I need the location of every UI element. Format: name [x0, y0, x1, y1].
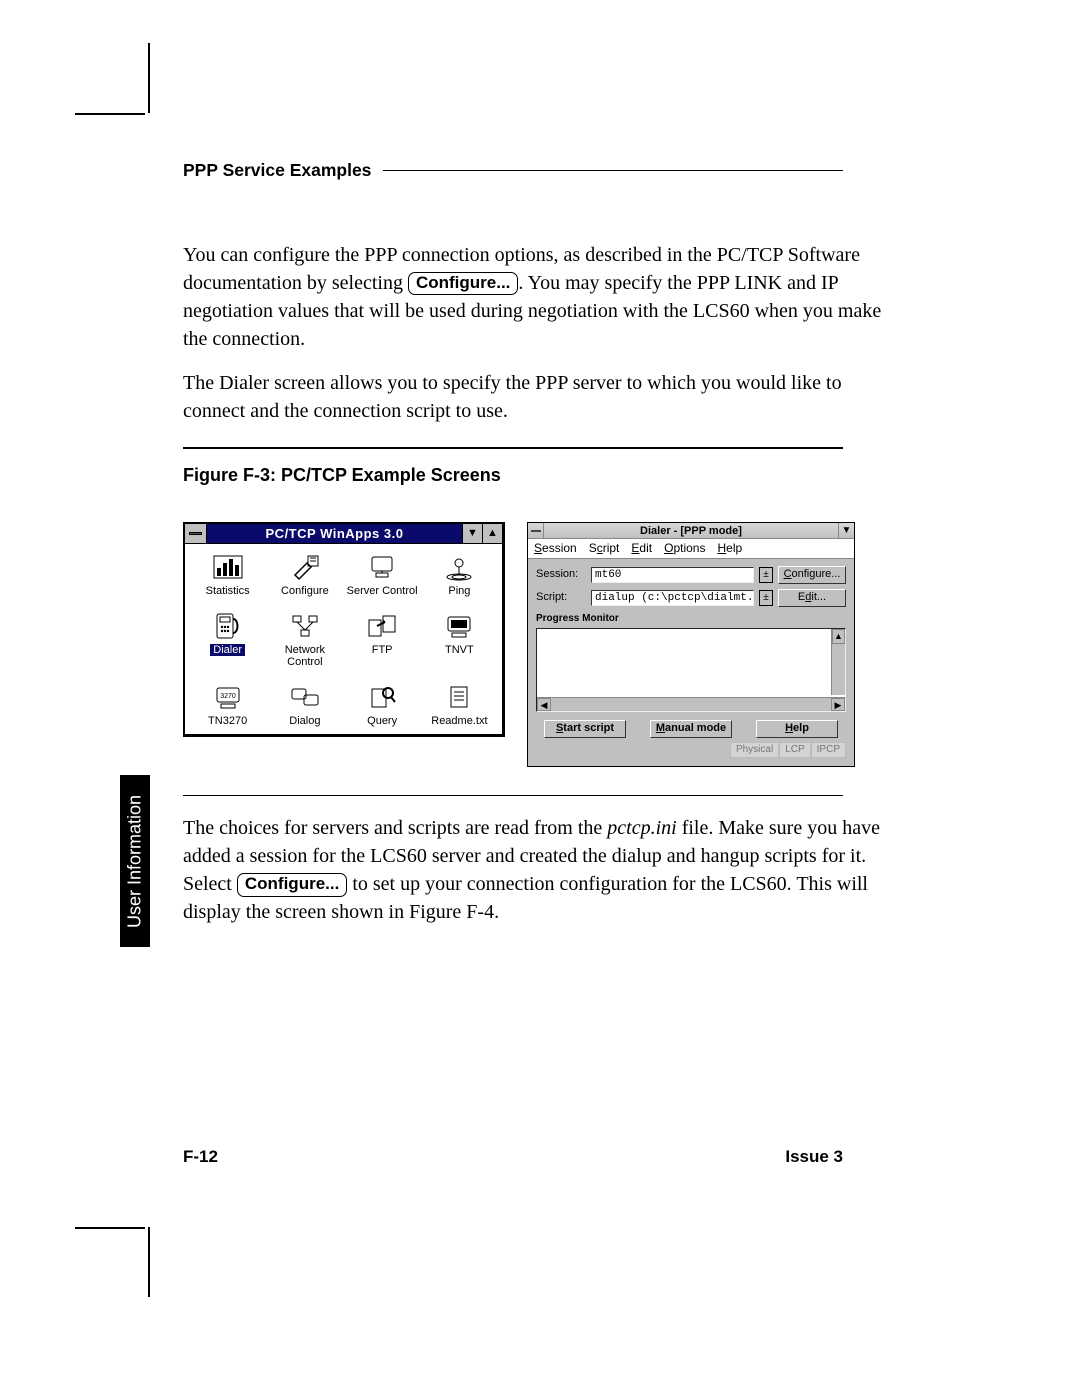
dialer-title: Dialer - [PPP mode] [544, 523, 838, 538]
app-icon-tn3270[interactable]: 3270 TN3270 [189, 682, 266, 727]
icon-label: Statistics [206, 585, 250, 597]
app-icon-dialog[interactable]: Dialog [266, 682, 343, 727]
app-icon-dialer[interactable]: Dialer [189, 611, 266, 668]
paragraph-3: The choices for servers and scripts are … [183, 814, 888, 926]
session-field[interactable]: mt60 [591, 567, 754, 583]
icon-label: Query [367, 715, 397, 727]
vertical-scrollbar[interactable] [831, 629, 845, 695]
session-dropdown-button[interactable]: ± [759, 567, 773, 583]
configure-inline-button-2: Configure... [237, 873, 347, 896]
dialer-window: Dialer - [PPP mode] ▼ Session Script Edi… [527, 522, 855, 767]
paragraph-2: The Dialer screen allows you to specify … [183, 369, 888, 425]
figure-top-rule [183, 447, 843, 449]
script-field[interactable]: dialup (c:\pctcp\dialmt.scr) [591, 590, 754, 606]
tab-physical[interactable]: Physical [730, 742, 779, 758]
figure-f3: PC/TCP WinApps 3.0 ▼ ▲ Statistics Config… [183, 522, 888, 767]
menu-script[interactable]: Script [589, 540, 620, 557]
system-menu-icon[interactable] [528, 523, 544, 538]
app-icon-server-control[interactable]: Server Control [344, 552, 421, 597]
menu-session[interactable]: Session [534, 540, 577, 557]
svg-text:3270: 3270 [220, 693, 236, 700]
icon-label: Configure [281, 585, 329, 597]
pctcp-ini-filename: pctcp.ini [607, 817, 676, 839]
app-icon-query[interactable]: Query [344, 682, 421, 727]
dialer-titlebar: Dialer - [PPP mode] ▼ [528, 523, 854, 539]
app-icon-network-control[interactable]: Network Control [266, 611, 343, 668]
icon-label: Readme.txt [431, 715, 487, 727]
winapps-window: PC/TCP WinApps 3.0 ▼ ▲ Statistics Config… [183, 522, 505, 736]
maximize-button[interactable]: ▲ [482, 524, 502, 543]
start-script-button[interactable]: Start script [544, 720, 626, 738]
header-rule [383, 170, 843, 171]
tab-ipcp[interactable]: IPCP [811, 742, 846, 758]
app-icon-ping[interactable]: Ping [421, 552, 498, 597]
configure-inline-button: Configure... [408, 272, 518, 295]
page-number: F-12 [183, 1147, 218, 1167]
app-icon-ftp[interactable]: FTP [344, 611, 421, 668]
figure-caption: Figure F-3: PC/TCP Example Screens [183, 463, 888, 488]
help-button[interactable]: Help [756, 720, 838, 738]
status-tabs: Physical LCP IPCP [536, 742, 846, 758]
edit-button[interactable]: Edit... [778, 589, 846, 607]
icon-label: Dialog [289, 715, 320, 727]
icon-label: FTP [372, 644, 393, 656]
minimize-button[interactable]: ▼ [838, 523, 854, 538]
app-icon-readme[interactable]: Readme.txt [421, 682, 498, 727]
icon-label: Server Control [347, 585, 418, 597]
session-label: Session: [536, 567, 586, 582]
figure-bottom-rule [183, 795, 843, 797]
paragraph-1: You can configure the PPP connection opt… [183, 241, 888, 353]
menu-options[interactable]: Options [664, 540, 705, 557]
manual-mode-button[interactable]: Manual mode [650, 720, 732, 738]
progress-label: Progress Monitor [536, 612, 846, 626]
minimize-button[interactable]: ▼ [462, 524, 482, 543]
app-icon-statistics[interactable]: Statistics [189, 552, 266, 597]
side-tab-user-information: User Information [120, 775, 150, 947]
issue-number: Issue 3 [785, 1147, 843, 1167]
configure-button[interactable]: Configure... [778, 566, 846, 584]
progress-monitor: ◀▶ [536, 628, 846, 712]
tab-lcp[interactable]: LCP [779, 742, 810, 758]
para3-a: The choices for servers and scripts are … [183, 817, 607, 839]
icon-label: Dialer [210, 644, 245, 656]
winapps-icon-grid: Statistics Configure Server Control Ping [185, 544, 502, 733]
script-dropdown-button[interactable]: ± [759, 590, 773, 606]
icon-label: Ping [448, 585, 470, 597]
horizontal-scrollbar[interactable]: ◀▶ [537, 697, 845, 711]
icon-label: TNVT [445, 644, 474, 656]
icon-label: TN3270 [208, 715, 247, 727]
section-header: PPP Service Examples [183, 160, 371, 181]
menu-edit[interactable]: Edit [631, 540, 652, 557]
app-icon-tnvt[interactable]: TNVT [421, 611, 498, 668]
script-label: Script: [536, 590, 586, 605]
winapps-titlebar: PC/TCP WinApps 3.0 ▼ ▲ [185, 524, 502, 544]
app-icon-configure[interactable]: Configure [266, 552, 343, 597]
icon-label: Network Control [266, 644, 343, 668]
system-menu-icon[interactable] [185, 524, 207, 543]
winapps-title: PC/TCP WinApps 3.0 [207, 524, 462, 543]
dialer-menubar: Session Script Edit Options Help [528, 539, 854, 559]
menu-help[interactable]: Help [717, 540, 742, 557]
